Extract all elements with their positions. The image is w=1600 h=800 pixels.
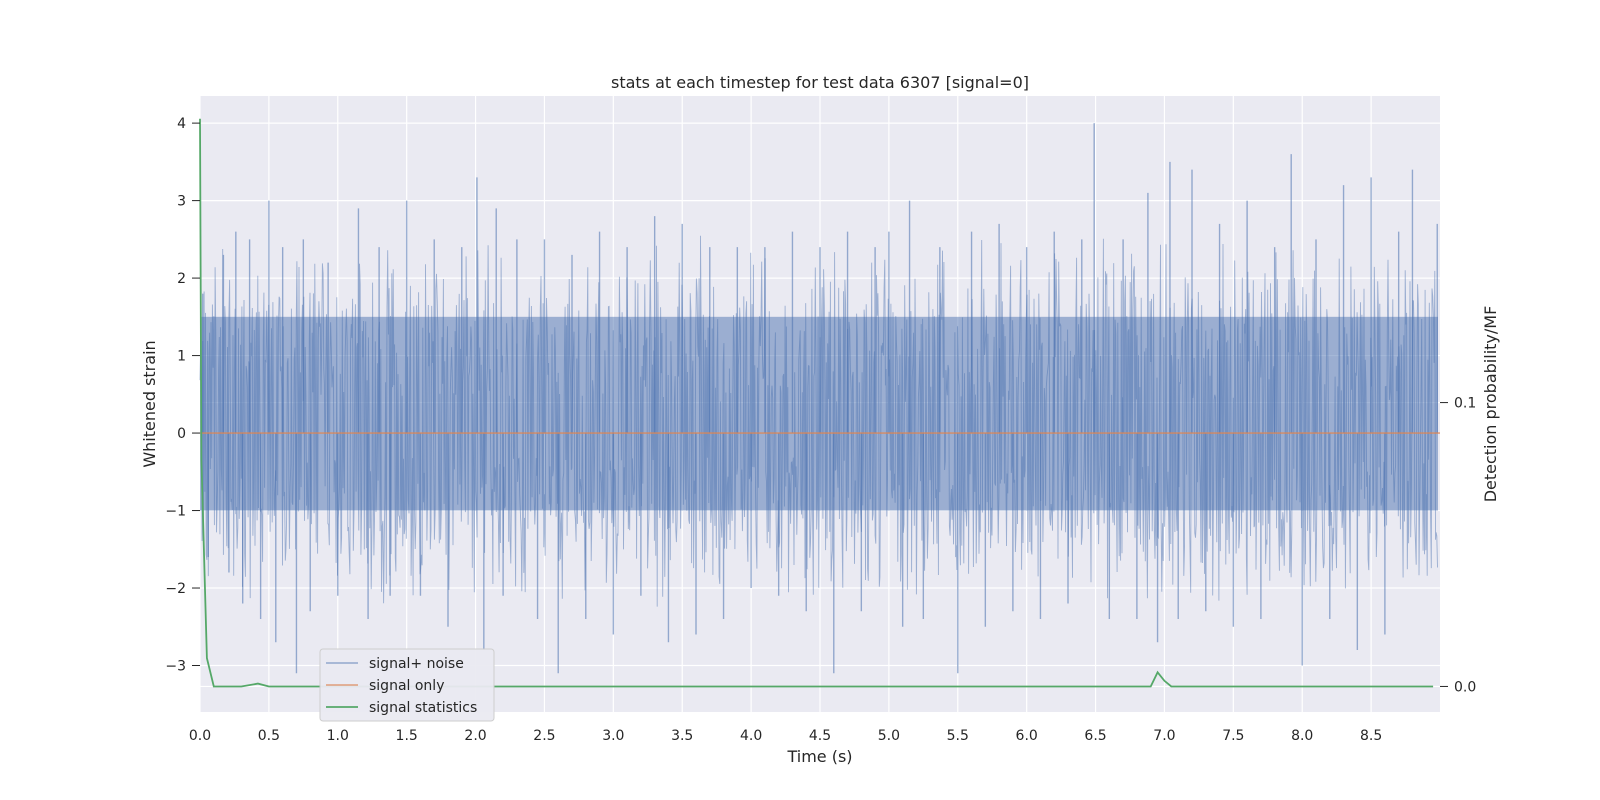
x-tick-label: 1.0 [327,728,349,744]
x-tick-label: 8.5 [1360,728,1382,744]
y-tick-label: 1 [177,349,186,365]
x-tick-label: 0.0 [189,728,211,744]
series-signal-noise [199,123,1438,674]
legend-label-stats: signal statistics [369,700,477,716]
x-tick-label: 4.0 [740,728,762,744]
x-tick-label: 3.0 [602,728,624,744]
y2-tick-label: 0.1 [1454,396,1476,412]
y2-axis-label: Detection probability/MF [1481,306,1500,503]
y2-tick-label: 0.0 [1454,679,1476,695]
series-signal-statistics [199,118,1434,688]
x-tick-label: 5.0 [878,728,900,744]
x-tick-label: 2.5 [533,728,555,744]
y-axis-label: Whitened strain [140,340,159,467]
y-tick-label: −1 [165,504,186,520]
x-tick-label: 6.5 [1084,728,1106,744]
legend: signal+ noise signal only signal statist… [319,648,495,722]
x-tick-label: 2.0 [464,728,486,744]
x-tick-label: 6.0 [1016,728,1038,744]
y-tick-label: 3 [177,194,186,210]
x-tick-label: 1.5 [396,728,418,744]
signal-statistics-line [199,118,1434,688]
y-tick-label: −3 [165,659,186,675]
legend-label-noise: signal+ noise [369,656,464,672]
noise-trace [199,235,1438,607]
legend-label-signal: signal only [369,678,444,694]
y2-axis-ticks: 0.0 0.1 [1440,396,1476,695]
y-tick-label: 4 [177,116,186,132]
x-axis-ticks: 0.0 0.5 1.0 1.5 2.0 2.5 3.0 3.5 4.0 4.5 5.0 5.5 6.0 6… [189,728,1382,744]
x-tick-label: 8.0 [1291,728,1313,744]
y-tick-label: 0 [177,426,186,442]
x-tick-label: 3.5 [671,728,693,744]
y-tick-label: −2 [165,581,186,597]
chart-title: stats at each timestep for test data 630… [611,73,1029,92]
x-tick-label: 7.5 [1222,728,1244,744]
x-tick-label: 0.5 [258,728,280,744]
x-tick-label: 5.5 [947,728,969,744]
y-axis-ticks: −3 −2 −1 0 1 2 3 4 [165,116,200,675]
x-tick-label: 4.5 [809,728,831,744]
y-tick-label: 2 [177,271,186,287]
x-axis-label: Time (s) [786,747,852,766]
legend-box [319,648,495,722]
x-tick-label: 7.0 [1153,728,1175,744]
